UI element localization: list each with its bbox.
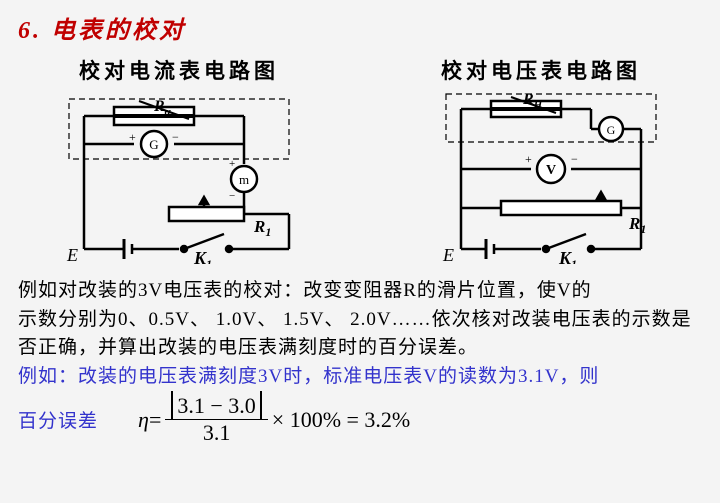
eq1: = bbox=[149, 407, 161, 433]
svg-text:−: − bbox=[229, 190, 235, 202]
formula-denominator: 3.1 bbox=[197, 420, 237, 446]
paragraph-2: 示数分别为0、0.5V、 1.0V、 1.5V、 2.0V……依次核对改装电压表… bbox=[18, 306, 702, 363]
left-diagram-block: 校对电流表电路图 bbox=[18, 55, 340, 269]
paragraph-1: 例如对改装的3V电压表的校对：改变变阻器R的滑片位置，使V的 bbox=[18, 277, 702, 306]
right-diagram-title: 校对电压表电路图 bbox=[380, 55, 702, 85]
eta: η bbox=[138, 407, 149, 433]
svg-text:−: − bbox=[571, 152, 578, 166]
svg-text:K1: K1 bbox=[193, 248, 212, 264]
formula-math: η = 3.1 − 3.0 3.1 × 100% = 3.2% bbox=[138, 393, 410, 446]
paragraph-3: 例如：改装的电压表满刻度3V时，标准电压表V的读数为3.1V，则 bbox=[18, 363, 702, 392]
formula-numerator: 3.1 − 3.0 bbox=[171, 393, 261, 418]
voltmeter-circuit: RH G V +− R1 E K1 bbox=[380, 89, 702, 264]
right-diagram-block: 校对电压表电路图 bbox=[380, 55, 702, 269]
svg-text:m: m bbox=[239, 172, 249, 187]
section-title: 6. 电表的校对 bbox=[18, 10, 702, 45]
left-diagram-title: 校对电流表电路图 bbox=[18, 55, 340, 85]
svg-text:V: V bbox=[546, 163, 556, 178]
svg-text:+: + bbox=[129, 130, 136, 144]
svg-text:K1: K1 bbox=[558, 248, 577, 264]
svg-text:+: + bbox=[525, 152, 532, 166]
svg-text:E: E bbox=[66, 245, 78, 264]
formula-label: 百分误差 bbox=[18, 406, 98, 433]
formula-line: 百分误差 η = 3.1 − 3.0 3.1 × 100% = 3.2% bbox=[18, 393, 702, 446]
svg-text:R1: R1 bbox=[253, 217, 271, 239]
svg-text:G: G bbox=[149, 137, 158, 152]
diagrams-row: 校对电流表电路图 bbox=[18, 55, 702, 269]
ammeter-circuit: Rα G +− m +− R1 E K1 bbox=[18, 89, 340, 264]
svg-text:+: + bbox=[229, 158, 235, 170]
svg-text:E: E bbox=[442, 245, 454, 264]
svg-text:R1: R1 bbox=[628, 214, 646, 236]
formula-tail: × 100% = 3.2% bbox=[272, 407, 410, 433]
svg-text:G: G bbox=[607, 123, 616, 137]
svg-text:−: − bbox=[172, 130, 179, 144]
